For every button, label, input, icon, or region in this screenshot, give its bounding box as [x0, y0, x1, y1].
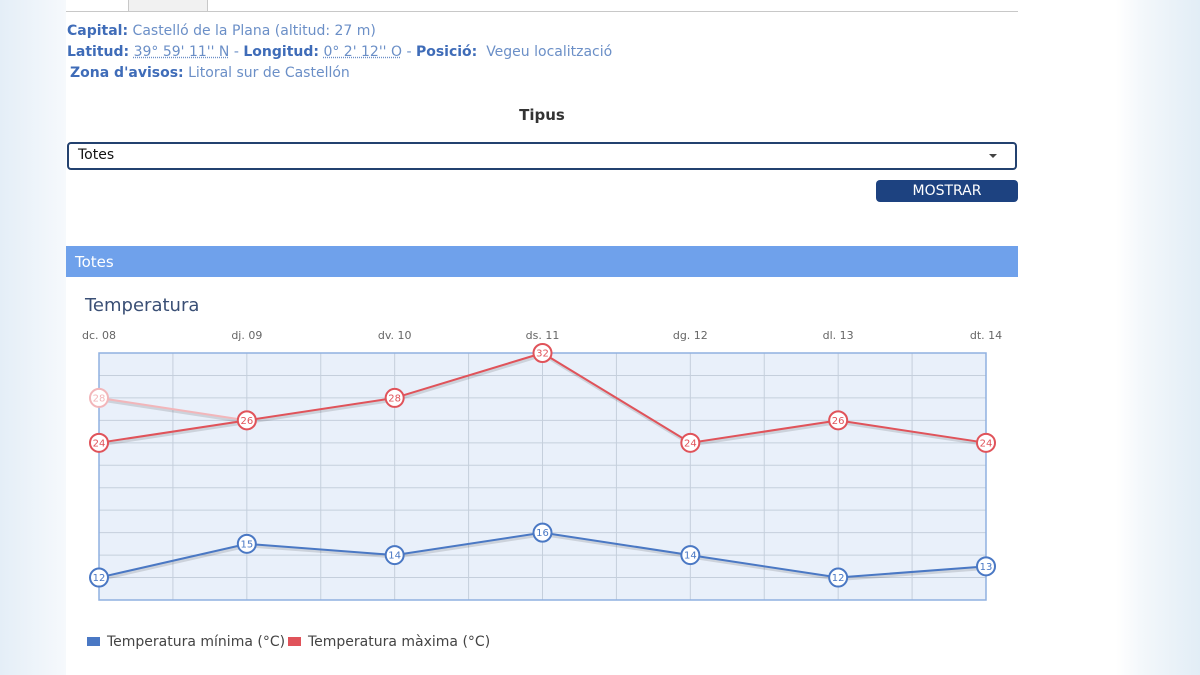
data-point: [89, 567, 109, 588]
label: Zona d'avisos:: [70, 65, 184, 81]
data-point: [89, 432, 109, 453]
separator: -: [233, 44, 239, 60]
data-point: [384, 387, 405, 408]
x-tick-label: dt. 14: [970, 329, 1002, 342]
data-label: 12: [93, 573, 106, 584]
caret: [989, 154, 997, 158]
data-point: [384, 545, 405, 566]
select[interactable]: Totes: [67, 142, 1017, 170]
tab-bar: [66, 0, 1018, 12]
capital-line: Capital: Castelló de la Plana (altitud: …: [67, 23, 376, 39]
select-value: Totes: [78, 147, 115, 163]
x-tick-label: dl. 13: [823, 329, 854, 342]
label: Posició:: [415, 44, 478, 60]
value: 39° 59' 11'' N: [133, 44, 230, 60]
coordinates-line: Latitud: 39° 59' 11'' N - Longitud: 0° 2…: [67, 44, 612, 60]
data-label: 24: [684, 438, 697, 449]
data-point: [828, 567, 849, 588]
data-label: 16: [536, 528, 549, 539]
data-point: [976, 556, 996, 577]
data-label: 15: [240, 539, 253, 550]
x-tick-label: dv. 10: [378, 329, 412, 342]
data-label: 28: [388, 393, 401, 404]
data-label: 26: [240, 416, 253, 427]
chart-title: Temperatura: [84, 295, 199, 316]
data-point: [976, 432, 996, 453]
chart: Temperatura dc. 08 dj. 09 dv. 10 ds. 11 dg. …: [82, 295, 1002, 650]
filter-label: Tipus: [519, 106, 565, 124]
label: Latitud:: [67, 44, 130, 60]
data-point: [236, 533, 257, 554]
data-label: 14: [684, 551, 697, 562]
value: 0° 2' 12'' O: [323, 44, 402, 60]
legend-label: Temperatura màxima (°C): [307, 634, 490, 650]
value: Litoral sur de Castellón: [188, 65, 350, 81]
data-label: 24: [93, 438, 106, 449]
x-tick-label: dc. 08: [82, 329, 116, 342]
data-point: [236, 410, 257, 431]
data-label: 13: [980, 562, 993, 573]
data-label: 14: [388, 551, 401, 562]
x-tick-label: dj. 09: [231, 329, 262, 342]
label: Longitud:: [243, 44, 319, 60]
series-line: [98, 396, 247, 422]
legend-swatch: [288, 637, 301, 646]
section-header: Totes: [66, 246, 1018, 277]
separator: -: [406, 44, 412, 60]
legend-swatch: [87, 637, 100, 646]
data-point: [680, 545, 701, 566]
series-shadow: [99, 398, 249, 424]
label: Capital:: [67, 23, 129, 39]
data-label: 26: [832, 416, 845, 427]
zone-line: Zona d'avisos: Litoral sur de Castellón: [70, 65, 350, 81]
data-label: 28: [93, 393, 106, 404]
data-point: [680, 432, 701, 453]
data-label: 32: [536, 349, 549, 360]
data-point: [89, 387, 109, 408]
tab[interactable]: [128, 0, 208, 12]
x-tick-label: dg. 12: [673, 329, 708, 342]
show-button[interactable]: MOSTRAR: [876, 180, 1018, 202]
data-point: [828, 410, 849, 431]
data-label: 24: [980, 438, 993, 449]
data-label: 12: [832, 573, 845, 584]
data-point: [532, 343, 553, 363]
legend-label: Temperatura mínima (°C): [106, 634, 285, 650]
value: Castelló de la Plana (altitud: 27 m): [132, 23, 376, 39]
x-tick-label: ds. 11: [526, 329, 560, 342]
data-point: [532, 522, 553, 543]
section-title: Totes: [75, 253, 114, 271]
link[interactable]: Vegeu localització: [486, 44, 613, 60]
